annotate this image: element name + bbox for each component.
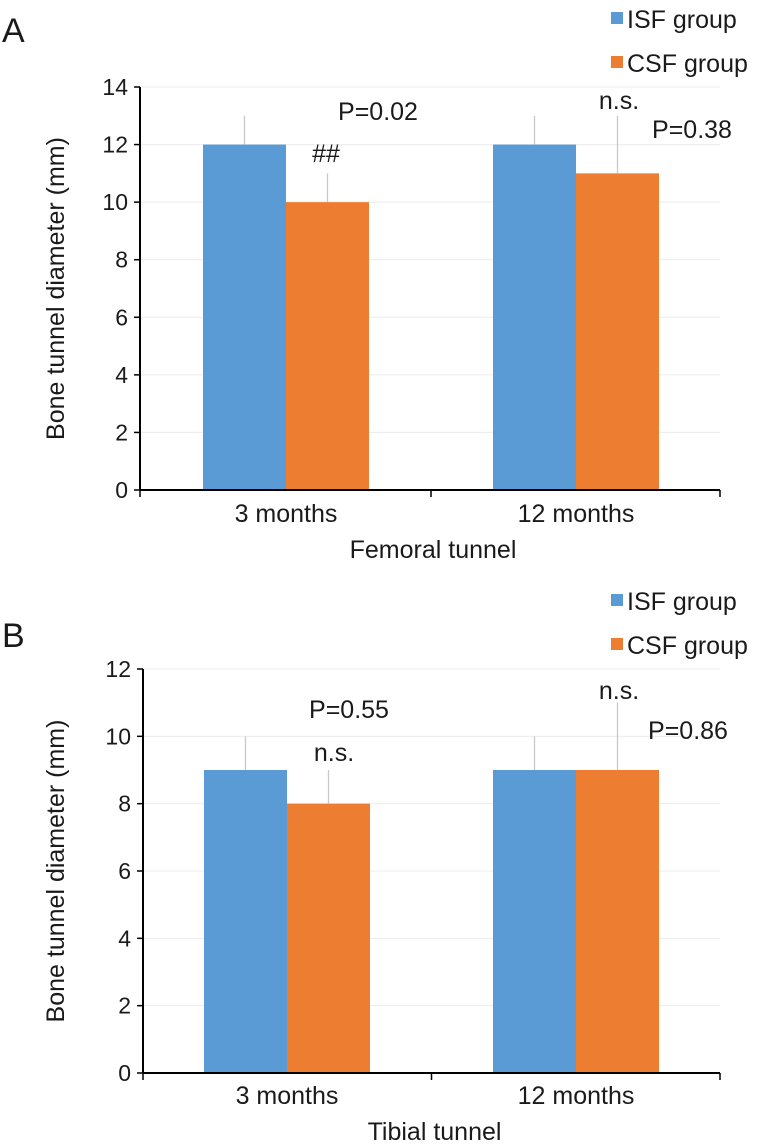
bar — [204, 770, 287, 1073]
y-tick-label: 10 — [102, 189, 128, 215]
y-tick-label: 8 — [118, 791, 131, 817]
legend-label: CSF group — [627, 50, 748, 78]
y-tick-label: 0 — [118, 1060, 131, 1086]
annotation-label: P=0.02 — [338, 98, 418, 126]
annotation-label: P=0.86 — [648, 717, 728, 745]
x-axis-title: Tibial tunnel — [368, 1118, 502, 1144]
annotation-label: P=0.38 — [652, 116, 732, 144]
y-tick-label: 12 — [102, 132, 128, 158]
legend-label: CSF group — [627, 632, 748, 660]
bar — [493, 770, 576, 1073]
legend-swatch — [611, 12, 623, 24]
x-tick-label: 3 months — [235, 500, 338, 528]
bar — [493, 144, 576, 491]
bar — [203, 144, 286, 491]
annotation-label: ## — [312, 140, 340, 168]
bar — [576, 173, 659, 490]
y-tick-label: 8 — [115, 247, 128, 273]
panel-label: A — [2, 12, 25, 50]
y-tick-label: 6 — [118, 858, 131, 884]
legend-swatch — [611, 638, 623, 650]
y-tick-label: 4 — [115, 362, 128, 388]
y-tick-label: 10 — [105, 723, 131, 749]
annotation-label: n.s. — [599, 677, 639, 705]
x-tick-label: 12 months — [518, 1082, 635, 1110]
legend-swatch — [611, 56, 623, 68]
y-tick-label: 4 — [118, 925, 131, 951]
x-axis-title: Femoral tunnel — [350, 536, 517, 564]
y-tick-label: 0 — [115, 477, 128, 503]
bar — [576, 770, 659, 1073]
y-tick-label: 14 — [102, 74, 128, 100]
x-tick-label: 3 months — [236, 1082, 339, 1110]
annotation-label: P=0.55 — [309, 696, 389, 724]
panel-label: B — [2, 617, 25, 655]
bar — [286, 202, 369, 490]
legend-swatch — [611, 594, 623, 606]
legend-label: ISF group — [627, 6, 737, 34]
bar — [287, 803, 370, 1073]
y-tick-label: 2 — [118, 993, 131, 1019]
legend-label: ISF group — [627, 588, 737, 616]
y-tick-label: 12 — [105, 656, 131, 682]
y-axis-title: Bone tunnel diameter (mm) — [42, 720, 70, 1023]
y-tick-label: 6 — [115, 304, 128, 330]
x-tick-label: 12 months — [518, 500, 635, 528]
annotation-label: n.s. — [314, 739, 354, 767]
annotation-label: n.s. — [599, 87, 639, 115]
y-axis-title: Bone tunnel diameter (mm) — [42, 137, 70, 440]
y-tick-label: 2 — [115, 419, 128, 445]
